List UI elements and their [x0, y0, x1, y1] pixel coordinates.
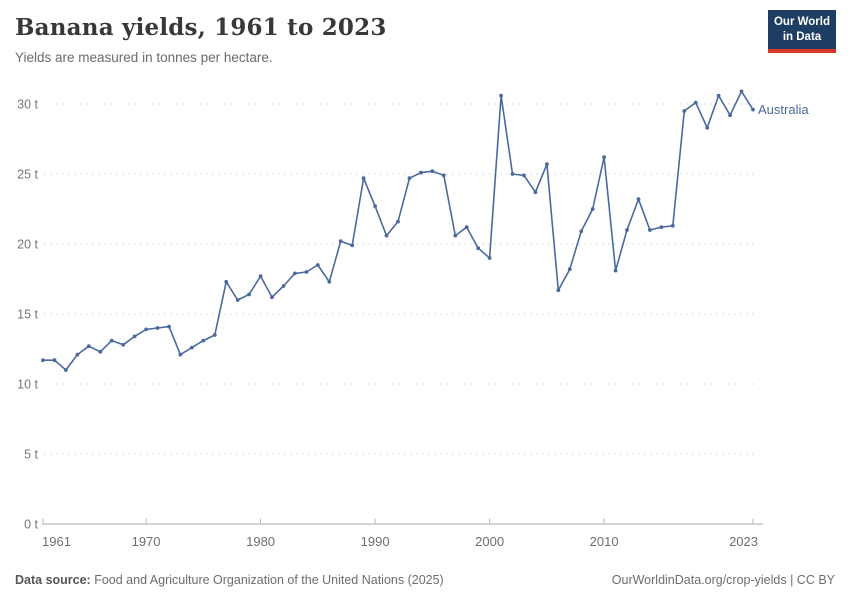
data-point-1965[interactable]: [86, 344, 91, 349]
y-axis-label-30: 30 t: [17, 98, 38, 112]
data-point-1996[interactable]: [441, 173, 446, 178]
data-point-2012[interactable]: [625, 228, 629, 232]
data-point-1984[interactable]: [304, 270, 309, 274]
data-point-1998[interactable]: [464, 225, 469, 230]
x-axis-label-2023: 2023: [729, 534, 758, 549]
data-point-1977[interactable]: [224, 279, 229, 284]
data-point-1982[interactable]: [281, 284, 286, 288]
data-point-1995[interactable]: [430, 169, 435, 174]
footer-citation-link[interactable]: OurWorldinData.org/crop-yields | CC BY: [611, 573, 835, 587]
owid-logo[interactable]: Our World in Data: [768, 10, 836, 53]
y-axis-label-20: 20 t: [17, 238, 38, 252]
owid-logo-line2: in Data: [782, 30, 822, 43]
owid-logo-line1: Our World: [773, 16, 830, 28]
data-point-1988[interactable]: [350, 243, 355, 248]
data-point-1980[interactable]: [258, 274, 263, 279]
y-axis-label-15: 15 t: [17, 308, 38, 322]
data-point-1997[interactable]: [453, 233, 458, 238]
data-point-2014[interactable]: [648, 228, 652, 232]
data-point-1974[interactable]: [190, 345, 194, 350]
data-point-2005[interactable]: [545, 162, 549, 167]
data-point-2007[interactable]: [567, 267, 572, 272]
data-point-1963[interactable]: [64, 368, 68, 372]
data-point-2008[interactable]: [579, 229, 584, 234]
data-point-1992[interactable]: [396, 219, 400, 224]
data-point-1967[interactable]: [109, 338, 114, 343]
data-source-label: Data source:: [15, 573, 91, 587]
data-point-2019[interactable]: [705, 125, 710, 130]
data-point-2000[interactable]: [487, 256, 492, 260]
x-axis-label-1961: 1961: [42, 534, 71, 549]
chart-title: Banana yields, 1961 to 2023: [15, 14, 387, 41]
data-point-1961[interactable]: [41, 358, 45, 363]
data-point-1971[interactable]: [155, 326, 160, 330]
data-point-1986[interactable]: [327, 279, 332, 284]
y-axis-label-25: 25 t: [17, 168, 38, 182]
data-point-1994[interactable]: [419, 170, 423, 175]
data-point-2002[interactable]: [510, 172, 515, 176]
data-point-1981[interactable]: [270, 295, 274, 300]
data-point-1979[interactable]: [247, 292, 252, 297]
data-point-2016[interactable]: [670, 223, 675, 228]
data-point-1999[interactable]: [476, 246, 481, 251]
data-point-2022[interactable]: [739, 89, 744, 94]
data-point-1968[interactable]: [121, 342, 126, 347]
data-point-2009[interactable]: [590, 207, 595, 211]
data-point-1972[interactable]: [167, 324, 171, 329]
data-point-2001[interactable]: [499, 93, 503, 98]
data-point-2004[interactable]: [533, 190, 538, 195]
data-point-2020[interactable]: [716, 93, 721, 98]
series-label-australia[interactable]: Australia: [758, 102, 809, 117]
data-point-1976[interactable]: [212, 333, 217, 337]
data-point-1978[interactable]: [235, 298, 240, 302]
x-axis-label-2000: 2000: [475, 534, 504, 549]
data-point-1987[interactable]: [338, 239, 343, 244]
data-point-1969[interactable]: [132, 334, 137, 339]
data-point-2018[interactable]: [693, 100, 698, 105]
data-point-1991[interactable]: [384, 233, 389, 238]
data-point-1966[interactable]: [98, 349, 103, 354]
data-point-1985[interactable]: [315, 263, 320, 267]
data-point-2011[interactable]: [613, 268, 618, 273]
data-point-1962[interactable]: [52, 358, 57, 363]
y-axis-label-5: 5 t: [24, 448, 38, 462]
data-point-1975[interactable]: [201, 338, 206, 343]
x-axis-label-1990: 1990: [361, 534, 390, 549]
y-axis-label-10: 10 t: [17, 378, 38, 392]
x-axis-label-2010: 2010: [590, 534, 619, 549]
data-point-2017[interactable]: [682, 109, 687, 113]
data-point-2023[interactable]: [751, 107, 755, 112]
data-point-1993[interactable]: [407, 176, 412, 181]
data-point-2003[interactable]: [522, 173, 526, 178]
data-source-note: Data source: Food and Agriculture Organi…: [15, 573, 444, 587]
data-point-2015[interactable]: [659, 225, 664, 230]
data-point-1983[interactable]: [293, 271, 297, 276]
data-point-2010[interactable]: [602, 155, 606, 160]
chart-footer: Data source: Food and Agriculture Organi…: [0, 573, 850, 587]
y-axis-label-0: 0 t: [24, 518, 38, 532]
chart-subtitle: Yields are measured in tonnes per hectar…: [15, 50, 273, 65]
data-point-1964[interactable]: [75, 352, 80, 357]
data-point-1989[interactable]: [361, 176, 366, 181]
data-source-text: Food and Agriculture Organization of the…: [90, 573, 444, 587]
x-axis-label-1970: 1970: [132, 534, 161, 549]
data-point-2013[interactable]: [636, 197, 641, 202]
data-point-1990[interactable]: [373, 204, 377, 209]
data-point-1970[interactable]: [144, 327, 149, 332]
x-axis-label-1980: 1980: [246, 534, 275, 549]
data-line-australia[interactable]: [42, 90, 754, 371]
data-point-2021[interactable]: [728, 113, 732, 118]
data-point-1973[interactable]: [178, 352, 183, 357]
data-point-2006[interactable]: [556, 288, 561, 293]
